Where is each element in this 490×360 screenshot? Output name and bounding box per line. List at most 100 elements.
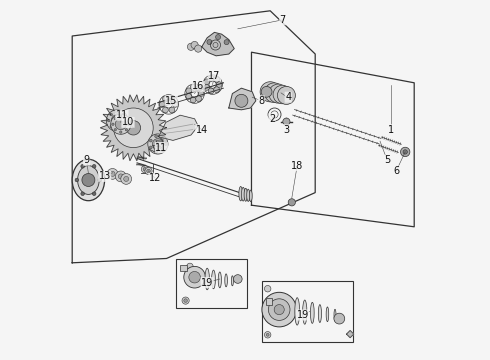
Circle shape <box>169 107 175 113</box>
Polygon shape <box>346 330 354 338</box>
Ellipse shape <box>239 186 243 201</box>
Circle shape <box>273 85 292 104</box>
Text: 17: 17 <box>208 71 220 81</box>
Text: 10: 10 <box>122 117 134 127</box>
Circle shape <box>122 113 124 116</box>
Circle shape <box>214 77 220 82</box>
Circle shape <box>111 114 123 126</box>
Ellipse shape <box>334 309 336 321</box>
Circle shape <box>114 108 153 148</box>
Circle shape <box>196 96 201 102</box>
Circle shape <box>265 332 271 338</box>
Circle shape <box>164 143 167 145</box>
Circle shape <box>122 125 124 128</box>
Circle shape <box>112 123 114 125</box>
Circle shape <box>214 87 220 93</box>
Circle shape <box>262 292 296 327</box>
Circle shape <box>216 35 220 40</box>
Text: 5: 5 <box>384 155 391 165</box>
Circle shape <box>110 171 115 176</box>
Circle shape <box>208 88 214 94</box>
Circle shape <box>163 107 169 113</box>
Polygon shape <box>100 95 167 161</box>
Circle shape <box>143 167 147 171</box>
Circle shape <box>195 45 202 52</box>
Circle shape <box>92 165 96 168</box>
Text: 6: 6 <box>393 166 399 176</box>
Circle shape <box>283 118 290 125</box>
Circle shape <box>114 129 117 131</box>
Circle shape <box>261 86 272 97</box>
Text: 9: 9 <box>83 155 90 165</box>
Ellipse shape <box>205 268 209 290</box>
Circle shape <box>216 82 222 87</box>
Circle shape <box>124 119 127 122</box>
Circle shape <box>116 111 119 113</box>
Circle shape <box>190 84 196 90</box>
Polygon shape <box>229 88 256 110</box>
Circle shape <box>161 149 164 152</box>
Circle shape <box>187 263 193 270</box>
Circle shape <box>116 128 119 130</box>
Text: 12: 12 <box>149 173 161 183</box>
Polygon shape <box>202 32 234 56</box>
Circle shape <box>110 125 113 128</box>
Circle shape <box>75 178 79 182</box>
Circle shape <box>145 167 152 175</box>
Circle shape <box>277 86 295 104</box>
Circle shape <box>123 176 129 181</box>
Circle shape <box>127 123 130 125</box>
Circle shape <box>149 146 152 149</box>
Circle shape <box>288 199 295 206</box>
Circle shape <box>224 40 229 45</box>
Circle shape <box>92 192 96 195</box>
Text: 1: 1 <box>388 125 394 135</box>
Circle shape <box>149 139 152 142</box>
Circle shape <box>204 79 210 85</box>
Circle shape <box>198 91 204 96</box>
Circle shape <box>125 129 127 131</box>
Ellipse shape <box>77 166 99 194</box>
Polygon shape <box>266 298 272 305</box>
Circle shape <box>155 135 158 138</box>
Circle shape <box>400 147 410 157</box>
Text: 19: 19 <box>296 310 309 320</box>
Circle shape <box>98 178 102 182</box>
Circle shape <box>116 171 126 182</box>
Circle shape <box>186 88 192 94</box>
Circle shape <box>126 121 141 135</box>
Circle shape <box>141 166 148 173</box>
Circle shape <box>274 305 284 315</box>
Ellipse shape <box>212 270 216 289</box>
Ellipse shape <box>231 276 233 286</box>
Circle shape <box>107 168 118 179</box>
Circle shape <box>161 136 164 139</box>
Circle shape <box>107 119 110 122</box>
Circle shape <box>235 94 248 107</box>
Circle shape <box>265 83 284 103</box>
Circle shape <box>184 266 205 288</box>
Circle shape <box>189 271 200 283</box>
Circle shape <box>118 174 123 179</box>
Circle shape <box>182 297 189 304</box>
Circle shape <box>172 102 178 107</box>
Circle shape <box>269 84 288 103</box>
Ellipse shape <box>225 274 227 287</box>
Circle shape <box>120 131 122 133</box>
Circle shape <box>266 333 269 336</box>
Circle shape <box>82 174 95 186</box>
Circle shape <box>403 150 407 154</box>
Circle shape <box>81 192 84 195</box>
Ellipse shape <box>242 187 245 201</box>
Circle shape <box>204 85 210 90</box>
Circle shape <box>196 86 201 91</box>
Circle shape <box>159 102 165 107</box>
Text: 14: 14 <box>196 125 208 135</box>
Ellipse shape <box>303 300 307 324</box>
Circle shape <box>260 82 280 102</box>
Circle shape <box>148 134 168 154</box>
Circle shape <box>120 115 122 118</box>
Circle shape <box>186 94 192 99</box>
Text: 16: 16 <box>192 81 204 91</box>
Ellipse shape <box>244 188 247 201</box>
